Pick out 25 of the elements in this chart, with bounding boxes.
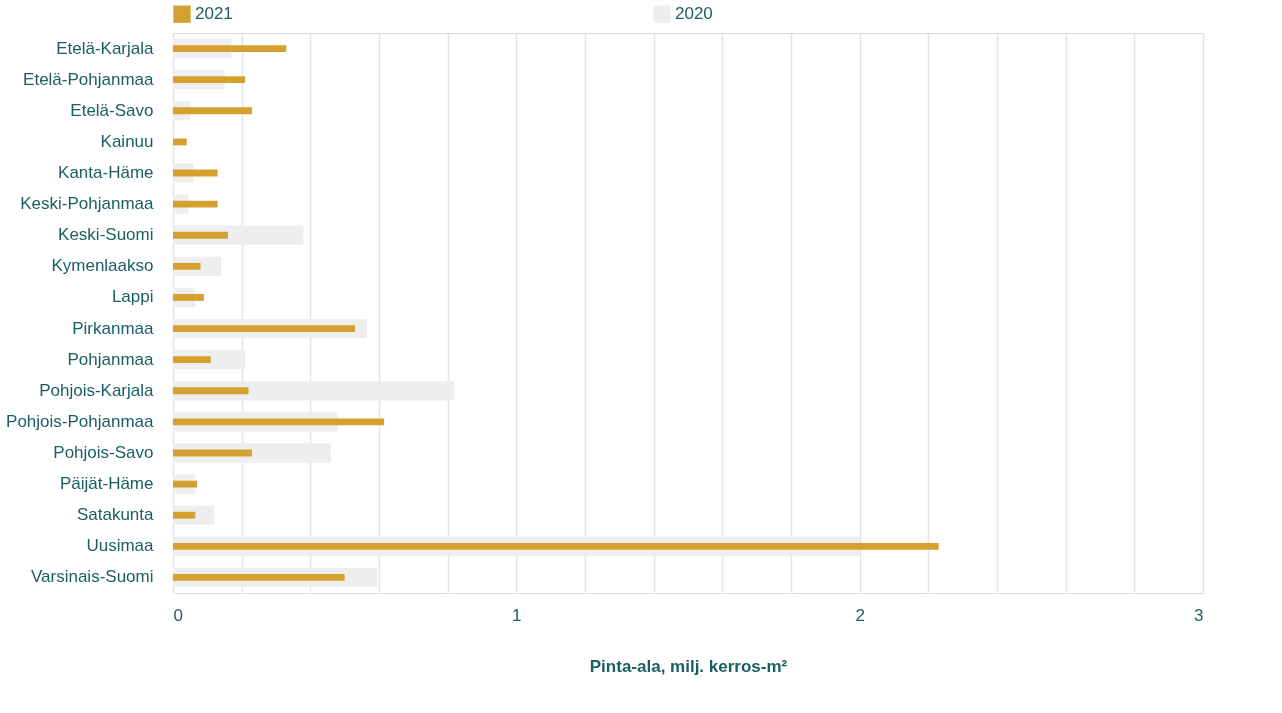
y-tick-label: Keski-Pohjanmaa bbox=[20, 194, 155, 214]
x-tick-label: 3 bbox=[1194, 605, 1204, 625]
y-tick-label: Päijät-Häme bbox=[59, 474, 154, 494]
y-tick-label: Pohjois-Pohjanmaa bbox=[6, 411, 155, 431]
y-tick-label: Pohjois-Karjala bbox=[39, 380, 155, 400]
y-tick-label: Varsinais-Suomi bbox=[30, 567, 154, 587]
y-tick-label: Lappi bbox=[111, 287, 154, 307]
y-tick-label: Etelä-Karjala bbox=[56, 38, 155, 58]
y-tick-label: Pohjanmaa bbox=[67, 349, 155, 369]
legend-label: 2021 bbox=[195, 4, 233, 24]
x-tick-label: 1 bbox=[512, 605, 522, 625]
y-tick-label: Kymenlaakso bbox=[51, 256, 154, 276]
y-tick-label: Pohjois-Savo bbox=[53, 443, 154, 462]
y-tick-label: Uusimaa bbox=[86, 536, 155, 556]
y-tick-label: Keski-Suomi bbox=[58, 225, 154, 245]
y-tick-label: Kainuu bbox=[100, 131, 154, 151]
y-tick-label: Satakunta bbox=[76, 505, 155, 525]
x-axis-title: Pinta-ala, milj. kerros-m² bbox=[589, 656, 788, 676]
y-tick-label: Kanta-Häme bbox=[58, 163, 154, 182]
legend-label: 2020 bbox=[675, 4, 713, 24]
y-tick-label: Etelä-Pohjanmaa bbox=[23, 69, 155, 89]
y-tick-label: Etelä-Savo bbox=[70, 100, 154, 120]
x-tick-label: 0 bbox=[173, 605, 183, 625]
x-tick-label: 2 bbox=[855, 605, 865, 625]
y-tick-label: Pirkanmaa bbox=[72, 318, 155, 338]
